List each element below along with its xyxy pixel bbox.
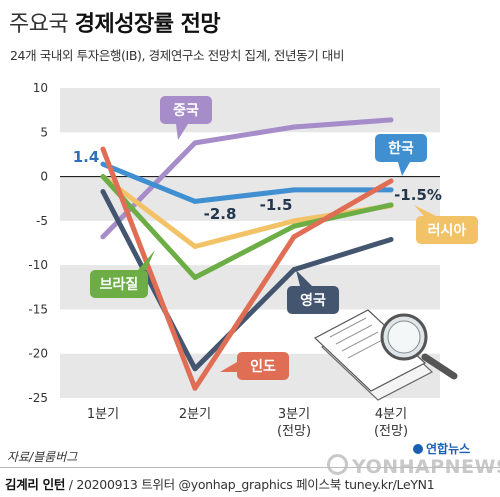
series-label-box bbox=[416, 216, 478, 244]
x-tick-label: (전망) bbox=[277, 424, 311, 439]
series-point: 영국 -7.1 bbox=[388, 237, 394, 242]
yonhap-logo-small: 연합뉴스 bbox=[413, 440, 470, 457]
footer-twitter: 트위터 @yonhap_graphics bbox=[141, 477, 293, 492]
grid-band bbox=[60, 88, 440, 133]
series-point: 브라질 0 bbox=[100, 174, 106, 179]
x-tick-label: 1분기 bbox=[87, 407, 119, 422]
series-point: 한국 -1.5 bbox=[291, 187, 297, 193]
series-point: 중국 5.6 bbox=[291, 124, 297, 130]
title-light: 주요국 bbox=[9, 12, 69, 37]
value-label: -2.8 bbox=[204, 205, 237, 223]
series-point: 러시아 -7.9 bbox=[192, 244, 198, 249]
page-subtitle: 24개 국내외 투자은행(IB), 경제연구소 전망치 집계, 전년동기 대비 bbox=[10, 48, 345, 63]
y-tick-label: -15 bbox=[28, 302, 48, 316]
y-tick-label: -20 bbox=[28, 347, 48, 361]
series-point: 인도 3.1 bbox=[100, 146, 106, 152]
series-point: 중국 -6.8 bbox=[100, 234, 106, 240]
label-callout-tail bbox=[138, 250, 155, 270]
footer: 김계리 인턴 / 20200913 트위터 @yonhap_graphics 페… bbox=[5, 477, 435, 492]
series-point: 러시아 -5 bbox=[291, 218, 297, 224]
series-point: 브라질 -3.2 bbox=[388, 202, 394, 208]
series-point: 영국 -21.7 bbox=[192, 366, 198, 372]
series-point: 인도 -6.8 bbox=[291, 234, 297, 240]
series-point: 한국 1.4 bbox=[100, 161, 106, 167]
logo-dot-icon bbox=[413, 444, 423, 454]
series-label: 브라질 bbox=[100, 277, 139, 293]
footer-date: 20200913 bbox=[76, 477, 138, 492]
x-tick-label: (전망) bbox=[374, 424, 408, 439]
x-tick-label: 4분기 bbox=[375, 407, 407, 422]
value-label: 1.4 bbox=[73, 148, 100, 166]
series-point: 한국 -2.8 bbox=[192, 198, 198, 204]
label-callout-tail bbox=[220, 362, 237, 372]
series-label: 중국 bbox=[173, 103, 199, 119]
page-title: 주요국 경제성장률 전망 bbox=[9, 6, 221, 38]
magnifier-document-icon bbox=[313, 309, 458, 401]
x-tick-label: 2분기 bbox=[179, 407, 211, 422]
series-point: 영국 -1.7 bbox=[100, 189, 106, 195]
series-line bbox=[100, 189, 394, 372]
series-label-box bbox=[160, 96, 212, 124]
label-callout-tail bbox=[398, 162, 410, 176]
series-label: 인도 bbox=[250, 358, 276, 375]
series-line bbox=[100, 117, 394, 240]
title-bold: 경제성장률 전망 bbox=[74, 12, 221, 37]
label-callout-tail bbox=[176, 124, 188, 140]
series-label-box bbox=[237, 352, 289, 380]
y-tick-label: -5 bbox=[36, 214, 48, 228]
series-point: 중국 6.4 bbox=[388, 117, 394, 123]
label-callout-tail bbox=[296, 270, 312, 286]
series-point: 인도 -23.9 bbox=[192, 385, 198, 391]
logo-ring-icon bbox=[327, 454, 348, 475]
source-note: 자료/블룸버그 bbox=[7, 450, 78, 464]
series-label-box bbox=[287, 286, 339, 314]
series-line bbox=[100, 146, 394, 391]
value-label: -1.5% bbox=[394, 186, 442, 204]
series-line bbox=[100, 161, 394, 204]
series-label-box bbox=[375, 134, 427, 162]
series-label: 한국 bbox=[388, 141, 414, 157]
logo-small-text: 연합뉴스 bbox=[426, 442, 471, 456]
series-label: 러시아 bbox=[428, 222, 467, 239]
value-label: -1.5 bbox=[260, 196, 293, 214]
series-label: 영국 bbox=[300, 292, 326, 309]
footer-reporter: 김계리 인턴 bbox=[5, 477, 66, 492]
series-label-box bbox=[90, 270, 148, 298]
y-tick-label: 10 bbox=[33, 81, 48, 95]
x-tick-label: 3분기 bbox=[278, 407, 310, 422]
series-line bbox=[100, 174, 394, 280]
series-point: 인도 -0.5 bbox=[388, 178, 394, 184]
y-tick-label: 0 bbox=[40, 170, 48, 184]
y-tick-label: -25 bbox=[28, 391, 48, 405]
label-callout-tail bbox=[414, 205, 436, 216]
y-tick-label: -10 bbox=[28, 258, 48, 272]
series-point: 영국 -10.5 bbox=[291, 267, 297, 272]
y-tick-label: 5 bbox=[40, 125, 48, 139]
series-point: 브라질 -11.4 bbox=[192, 275, 198, 280]
footer-facebook: 페이스북 tuney.kr/LeYN1 bbox=[296, 477, 435, 492]
growth-chart: 10 5 0 -5 -10 -15 -20 -25 1분기 2분기 3분기 (전망) 4분기 (전망) 중국… bbox=[28, 81, 478, 439]
footer-divider bbox=[0, 467, 500, 468]
series-point: 한국 -1.5 bbox=[388, 187, 394, 193]
series-point: 브라질 -5.6 bbox=[291, 223, 297, 229]
series-point: 중국 3.8 bbox=[192, 140, 198, 146]
